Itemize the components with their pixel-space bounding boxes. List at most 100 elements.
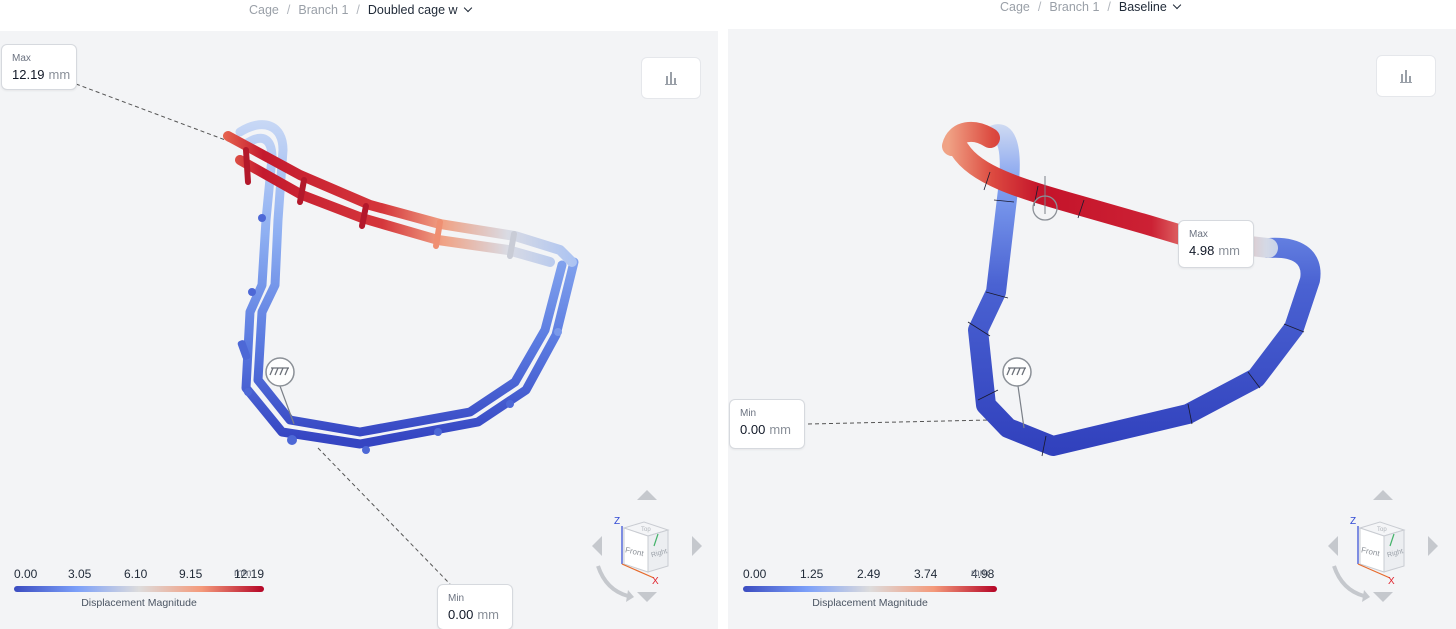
design-selector[interactable]: Baseline xyxy=(1118,0,1182,14)
legend-tick: 9.15 xyxy=(179,567,203,581)
breadcrumb-item-branch[interactable]: Branch 1 xyxy=(1049,0,1100,14)
min-number: 0.00 xyxy=(740,422,766,437)
legend-unit: mm xyxy=(971,567,989,579)
design-selector-label: Baseline xyxy=(1118,0,1167,14)
rotate-right-arrow[interactable] xyxy=(1428,536,1438,556)
top-bar: Cage / Branch 1 / Baseline xyxy=(728,0,1456,29)
design-selector[interactable]: Doubled cage w xyxy=(367,3,472,17)
min-leader-line xyxy=(317,447,451,585)
bar-chart-icon xyxy=(665,72,677,85)
cube-right-label: Right xyxy=(1386,548,1404,559)
breadcrumb-separator: / xyxy=(286,3,291,17)
view-cube[interactable]: Front Right Top Z X xyxy=(588,486,706,606)
breadcrumb-separator: / xyxy=(356,3,360,17)
legend-title: Displacement Magnitude xyxy=(81,597,197,609)
cube-top-label: Top xyxy=(641,527,651,533)
probe-marker xyxy=(1032,176,1058,221)
rotate-up-arrow[interactable] xyxy=(637,490,657,500)
min-value: 0.00 mm xyxy=(740,422,794,438)
3d-model-view[interactable] xyxy=(0,0,718,629)
max-unit: mm xyxy=(48,67,71,82)
chart-button[interactable] xyxy=(641,57,701,99)
viewport-baseline[interactable]: Cage / Branch 1 / Baseline xyxy=(728,0,1456,629)
legend-tick: 0.00 xyxy=(743,567,767,581)
max-number: 12.19 xyxy=(12,67,45,82)
rotate-down-arrow[interactable] xyxy=(637,592,657,602)
z-axis-label: Z xyxy=(1350,516,1356,527)
min-value: 0.00 mm xyxy=(448,607,502,623)
cube-right-label: Right xyxy=(650,548,668,559)
legend-tick-max: 4.98 xyxy=(971,567,995,581)
orbit-arrow-icon[interactable] xyxy=(1332,565,1365,598)
segment-lines xyxy=(967,171,1305,457)
max-label: Max xyxy=(1189,229,1208,240)
viewport-doubled-cage[interactable]: Cage / Branch 1 / Doubled cage w xyxy=(0,0,718,629)
max-number: 4.98 xyxy=(1189,243,1215,258)
orbit-arrow-icon[interactable] xyxy=(596,565,629,598)
legend-tick: 6.10 xyxy=(124,567,148,581)
max-unit: mm xyxy=(1218,243,1240,258)
rotate-left-arrow[interactable] xyxy=(592,536,602,556)
legend-tick: 2.49 xyxy=(857,567,881,581)
cage-top-beam xyxy=(942,121,1278,258)
orbit-arrowhead xyxy=(1362,590,1370,602)
max-value: 12.19 mm xyxy=(12,67,70,83)
orbit-arrowhead xyxy=(626,590,634,602)
view-cube[interactable]: Front Right Top Z X xyxy=(1324,486,1442,606)
breadcrumb-item-branch[interactable]: Branch 1 xyxy=(298,3,349,17)
min-label: Min xyxy=(448,593,465,604)
cross-connectors xyxy=(243,147,517,259)
rotate-down-arrow[interactable] xyxy=(1373,592,1393,602)
legend-ticks: 0.00 1.25 2.49 3.74 4.98 mm xyxy=(743,567,1023,583)
design-selector-label: Doubled cage w xyxy=(367,3,458,17)
panel-divider xyxy=(718,0,728,629)
x-axis xyxy=(621,563,655,579)
cube-right-face[interactable] xyxy=(647,529,669,573)
cage-tube-outer xyxy=(235,120,567,437)
y-axis xyxy=(1389,533,1395,547)
top-bar: Cage / Branch 1 / Doubled cage w xyxy=(0,0,718,31)
color-legend: 0.00 1.25 2.49 3.74 4.98 mm Displacement… xyxy=(743,567,1023,609)
x-axis-label: X xyxy=(652,576,659,587)
min-leader-line xyxy=(807,419,991,425)
y-axis xyxy=(653,533,659,547)
legend-tick: 3.74 xyxy=(914,567,938,581)
chart-button[interactable] xyxy=(1376,55,1436,97)
max-leader-line xyxy=(75,83,237,145)
fixed-support-icon xyxy=(265,357,295,425)
legend-tick: 0.00 xyxy=(14,567,38,581)
min-number: 0.00 xyxy=(448,607,474,622)
breadcrumb-item-cage[interactable]: Cage xyxy=(1000,0,1030,14)
3d-model-view[interactable] xyxy=(728,0,1456,629)
breadcrumb-separator: / xyxy=(1107,0,1111,14)
legend-color-bar xyxy=(14,586,264,592)
legend-tick-max: 12.19 xyxy=(234,567,265,581)
min-value-callout: Min 0.00 mm xyxy=(729,399,805,449)
x-axis xyxy=(1357,563,1391,579)
legend-unit: mm xyxy=(234,567,252,579)
breadcrumb: Cage / Branch 1 / Baseline xyxy=(1000,0,1182,14)
max-value-callout: Max 4.98 mm xyxy=(1178,220,1254,268)
cube-front-label: Front xyxy=(1360,545,1381,558)
cube-right-face[interactable] xyxy=(1383,529,1405,573)
rotate-right-arrow[interactable] xyxy=(692,536,702,556)
cage-top-beam-lower xyxy=(235,155,555,267)
rotate-up-arrow[interactable] xyxy=(1373,490,1393,500)
cage-tube xyxy=(968,124,1321,456)
breadcrumb-item-cage[interactable]: Cage xyxy=(249,3,279,17)
breadcrumb: Cage / Branch 1 / Doubled cage w xyxy=(249,3,472,17)
breadcrumb-separator: / xyxy=(1037,0,1042,14)
rotate-left-arrow[interactable] xyxy=(1328,536,1338,556)
cage-tube-inner xyxy=(241,133,579,449)
cage-studs xyxy=(237,214,562,454)
max-value: 4.98 mm xyxy=(1189,243,1243,259)
max-value-callout: Max 12.19 mm xyxy=(1,44,77,90)
color-legend: 0.00 3.05 6.10 9.15 12.19 mm Displacemen… xyxy=(14,567,284,609)
x-axis-label: X xyxy=(1388,576,1395,587)
legend-tick: 1.25 xyxy=(800,567,824,581)
min-label: Min xyxy=(740,408,757,419)
min-value-callout: Min 0.00 mm xyxy=(437,584,513,629)
cube-front-label: Front xyxy=(624,545,645,558)
bar-chart-icon xyxy=(1400,70,1412,83)
